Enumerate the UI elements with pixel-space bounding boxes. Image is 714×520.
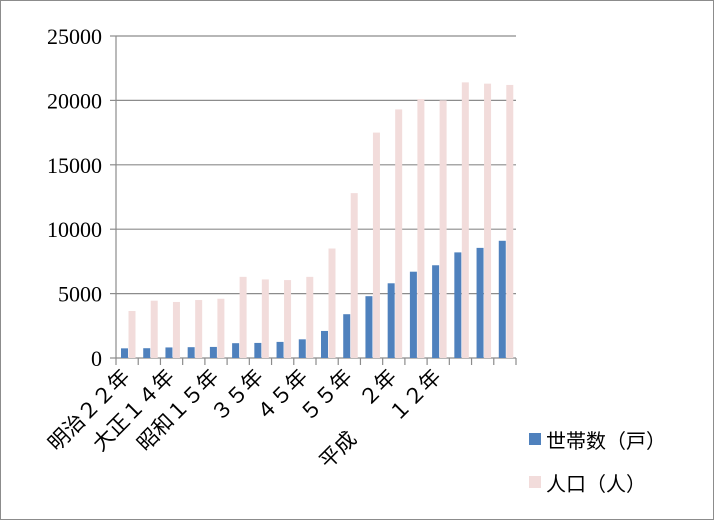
y-tick-label: 10000 [47,217,102,242]
bar-population [439,100,447,359]
bar-population [417,99,425,358]
bar-households [343,314,351,358]
axes [110,35,517,365]
bar-population [150,300,158,358]
bar-population [195,300,203,358]
bar-households [432,265,440,358]
bar-population [217,298,225,358]
bar-population [239,276,247,358]
bar-households [498,240,506,358]
bar-households [143,348,151,358]
bar-population [484,83,492,358]
y-tick-label: 20000 [47,88,102,113]
bar-population [395,109,403,358]
bar-households [476,247,484,358]
bar-households [209,346,217,358]
bar-households [298,339,306,358]
bar-households [254,342,262,358]
bar-households [387,283,395,358]
bar-population [128,310,136,358]
legend-swatch-population [529,476,541,488]
x-category-label: 平成 [315,427,362,474]
bar-households [409,271,417,358]
bar-households [276,341,284,358]
y-tick-label: 15000 [47,153,102,178]
bar-households [232,343,240,358]
bar-population [461,82,469,359]
bar-households [121,348,128,358]
bar-population [284,280,292,358]
bar-households [187,347,195,358]
y-tick-label: 25000 [47,24,102,49]
bars [121,82,514,359]
bar-population [306,276,314,358]
bar-households [454,252,462,358]
legend: 世帯数（戸） 人口（人） [529,429,666,496]
bar-households [165,347,173,358]
y-tick-label: 5000 [58,282,102,307]
legend-label-population: 人口（人） [546,472,646,496]
y-tick-labels: 0 5000 10000 15000 20000 25000 [47,24,102,371]
bar-households [321,330,328,358]
gridlines [116,35,516,295]
bar-households [365,296,373,358]
y-tick-label: 0 [91,346,102,371]
legend-label-households: 世帯数（戸） [546,429,666,453]
bar-population [506,84,514,358]
bar-population [372,132,380,358]
bar-population [261,279,269,358]
bar-population [172,301,180,358]
legend-swatch-households [529,433,541,445]
bar-population [328,248,336,358]
bar-population [350,193,358,358]
